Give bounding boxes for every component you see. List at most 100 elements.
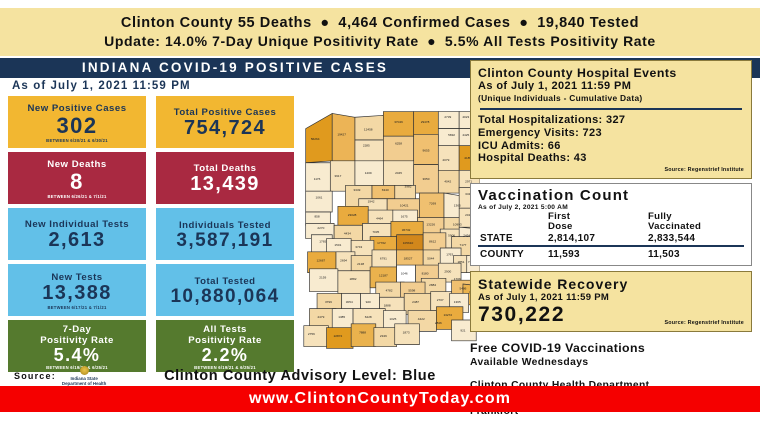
county-case-count: 1942 <box>368 200 375 204</box>
recovery-value-row: 730,222 Source: Regenstrief Institute <box>478 303 744 326</box>
vax-fully-l1: Fully <box>648 210 672 222</box>
vax-state-fully: 2,833,544 <box>646 232 744 247</box>
stat-label: New Individual Tests <box>24 219 130 230</box>
vax-state-label: STATE <box>478 232 546 247</box>
vaccination-card-asof: As of July 2, 2021 5:00 AM <box>478 203 569 211</box>
county-case-count: 2694 <box>340 258 347 262</box>
county-case-count: 5906 <box>448 234 455 238</box>
county-case-count: 4425 <box>462 133 469 137</box>
vax-corner-blank <box>478 212 546 233</box>
recovery-value: 730,222 <box>478 302 566 326</box>
county-case-count: 920 <box>366 300 371 304</box>
stat-date-range: BETWEEN 6/30/21 & 6/30/21 <box>46 138 108 144</box>
map-county-labels: 56264 19427 12458 37046 29478 2739 4023 2285 625… <box>308 115 476 338</box>
bullet-icon-1: ● <box>320 15 330 31</box>
stat-box: Total Positive Cases 754,724 <box>156 96 294 148</box>
stat-box: Individuals Tested 3,587,191 <box>156 208 294 260</box>
website-banner[interactable]: www.ClintonCountyToday.com <box>0 386 760 412</box>
county-case-count: 2900 <box>444 270 451 274</box>
county-case-count: 7888 <box>359 330 366 334</box>
stat-box: Total Deaths 13,439 <box>156 152 294 204</box>
stat-label: Total Tested <box>194 275 256 287</box>
page-title: INDIANA COVID-19 POSITIVE CASES <box>81 60 389 75</box>
county-case-count: 13272 <box>443 313 452 317</box>
county-case-count: 56264 <box>311 137 320 141</box>
county-case-count: 6228 <box>365 315 372 319</box>
stat-label: All Tests Positivity Rate <box>188 323 262 346</box>
county-case-count: 4422 <box>418 317 425 321</box>
county-case-count: 29478 <box>421 120 430 124</box>
vax-county-fully: 11,503 <box>648 248 680 260</box>
vax-first-dose-l1: First <box>548 210 571 222</box>
stat-label: New Tests <box>51 272 103 283</box>
county-case-count: 10421 <box>400 203 409 207</box>
county-case-count: 2882 <box>350 277 357 281</box>
county-case-count: 1765 <box>319 239 326 243</box>
indiana-health-logo: Indiana State Department of Health <box>62 366 106 386</box>
county-case-count: 2159 <box>319 275 326 279</box>
county-case-count: 2454 <box>463 234 470 238</box>
county-case-count: 13226 <box>426 222 435 226</box>
county-case-count: 1873 <box>403 330 410 334</box>
ticker-unique-positivity-text: Update: 14.0% 7-Day Unique Positivity Ra… <box>104 33 419 49</box>
county-case-count: 1209 <box>365 171 372 175</box>
stat-value: 754,724 <box>183 117 267 139</box>
hospital-card-paren: (Unique Individuals - Cumulative Data) <box>478 93 643 103</box>
stat-label: 7-Day Positivity Rate <box>40 323 114 346</box>
county-case-count: 4023 <box>462 115 469 119</box>
county-case-count: 7035 <box>372 230 379 234</box>
stat-box: New Deaths 8 BETWEEN 6/26/21 & 7/1/21 <box>8 152 146 204</box>
county-case-count: 4079 <box>442 158 449 162</box>
vax-state-first-dose: 2,814,107 <box>546 232 646 247</box>
county-case-count: 2138 <box>357 262 364 266</box>
stat-value: 13,388 <box>42 282 112 304</box>
vax-fully-l2: Vaccinated <box>648 221 702 233</box>
county-case-count: 1706 <box>454 277 461 281</box>
map-county-shapes <box>303 111 480 349</box>
top-ticker-banner: Clinton County 55 Deaths ● 4,464 Confirm… <box>0 8 760 56</box>
stat-date-range: BETWEEN 6/26/21 & 7/1/21 <box>47 194 107 200</box>
stat-date-range: BETWEEN 6/17/21 & 7/1/21 <box>47 305 107 310</box>
county-case-count: 3054 <box>346 300 353 304</box>
stat-label: Individuals Tested <box>179 219 271 231</box>
county-case-count: 2846 <box>435 321 442 325</box>
county-case-count: 2285 <box>363 144 370 148</box>
hospital-events-card: Clinton County Hospital Events As of Jul… <box>470 60 752 179</box>
stat-value: 2.2% <box>201 344 249 365</box>
source-logo-line1: Indiana State <box>70 376 98 381</box>
bullet-icon-2: ● <box>519 15 529 31</box>
county-case-count: 10993 <box>453 222 462 226</box>
county-case-count: 1365 <box>454 203 461 207</box>
ticker-alltests-positivity-text: 5.5% All Tests Positivity Rate <box>444 33 656 49</box>
county-case-count: 6791 <box>380 256 387 260</box>
county-case-count: 8612 <box>429 239 436 243</box>
county-case-count: 2707 <box>437 298 444 302</box>
website-url[interactable]: www.ClintonCountyToday.com <box>248 390 512 407</box>
hospital-card-asof: As of July 1, 2021 11:59 PM <box>478 80 632 92</box>
stat-value: 5.4% <box>53 344 101 365</box>
bullet-icon-3: ● <box>427 33 437 49</box>
stat-value: 8 <box>70 168 84 194</box>
stat-label: Total Deaths <box>193 163 257 174</box>
county-case-count: 3650 <box>423 177 430 181</box>
source-logo-line2: Department of Health <box>61 381 107 386</box>
stat-box: All Tests Positivity Rate 2.2% BETWEEN 6/1… <box>156 320 294 372</box>
county-case-count: 7269 <box>429 201 436 205</box>
county-case-count: 858 <box>314 215 319 219</box>
stat-label: New Deaths <box>47 158 107 170</box>
county-case-count: 1888 <box>384 304 391 308</box>
county-case-count: 1176 <box>314 177 321 181</box>
county-case-count: 3917 <box>334 174 341 178</box>
county-case-count: 2851 <box>458 260 465 264</box>
statewide-recovery-card: Statewide Recovery As of July 1, 2021 11… <box>470 270 752 332</box>
county-case-count: 41854 <box>464 156 473 160</box>
stat-box: Total Tested 10,880,064 <box>156 264 294 316</box>
county-case-count: 19427 <box>337 132 346 136</box>
county-case-count: 4042 <box>444 180 451 184</box>
county-case-count: 1385 <box>338 315 345 319</box>
county-case-count: 5598 <box>408 289 415 293</box>
hospital-icu-admits: ICU Admits: 66 <box>478 139 561 152</box>
recovery-card-source: Source: Regenstrief Institute <box>664 319 744 326</box>
stat-value: 13,439 <box>190 173 260 195</box>
recovery-card-asof: As of July 1, 2021 11:59 PM <box>478 291 610 303</box>
